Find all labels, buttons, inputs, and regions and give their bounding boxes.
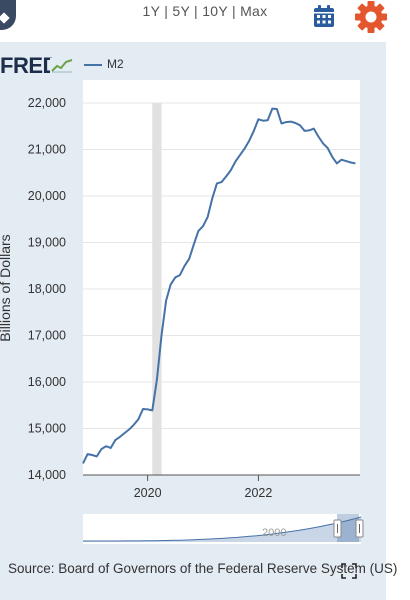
y-tick-label: 15,000 [28,422,66,436]
y-tick-label: 21,000 [28,143,66,157]
range-sep: | [164,3,169,19]
navigator-area [83,517,361,542]
range-sep: | [231,3,236,19]
sparkline-icon [50,58,74,73]
fullscreen-icon[interactable] [340,562,358,580]
range-5y[interactable]: 5Y [172,3,190,19]
fred-logo[interactable]: FRED [0,53,58,78]
y-tick-label: 17,000 [28,329,66,343]
recession-band [152,103,162,475]
range-selector: 1Y | 5Y | 10Y | Max [0,3,410,19]
y-tick-label: 20,000 [28,189,66,203]
x-tick-label: 2020 [134,486,162,500]
calendar-icon[interactable] [313,4,335,28]
back-icon[interactable] [0,0,16,30]
legend-series-name: M2 [107,57,124,71]
range-1y[interactable]: 1Y [142,3,161,19]
plot-area [83,80,360,475]
y-tick-label: 18,000 [28,282,66,296]
navigator-year-label: 2000 [262,527,286,539]
chart-toolbar: 1Y | 5Y | 10Y | Max [0,0,410,42]
y-tick-label: 19,000 [28,236,66,250]
y-tick-label: 16,000 [28,375,66,389]
series-line-m2[interactable] [82,107,356,464]
y-tick-label: 14,000 [28,468,66,482]
legend-swatch [84,64,102,66]
scroll-gutter [386,42,410,600]
y-tick-label: 22,000 [28,96,66,110]
source-note: Source: Board of Governors of the Federa… [8,561,398,576]
navigator-selection[interactable] [337,514,359,542]
range-10y[interactable]: 10Y [202,3,228,19]
gear-icon[interactable] [354,0,388,34]
range-navigator[interactable]: 2000 [83,514,364,544]
x-tick-label: 2022 [245,486,273,500]
navigator-line [83,516,362,542]
range-sep: | [194,3,198,19]
range-max[interactable]: Max [240,3,268,19]
